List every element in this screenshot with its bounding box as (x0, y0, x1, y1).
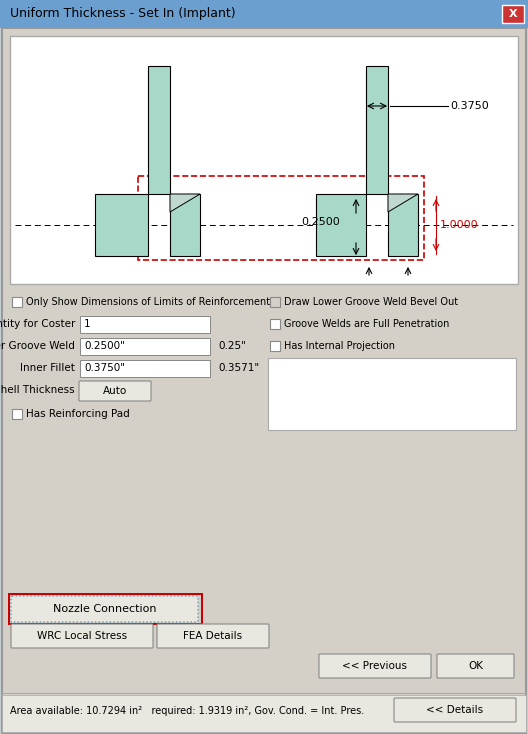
Bar (170, 194, 200, 256)
Bar (148, 66, 170, 194)
Bar (0, 0, 528, 28)
Text: << Previous: << Previous (343, 661, 408, 671)
Text: 0.25": 0.25" (218, 341, 246, 351)
Bar (270, 297, 280, 307)
Text: X: X (508, 9, 517, 19)
Text: << Details: << Details (427, 705, 484, 715)
Bar (316, 194, 366, 256)
Text: Auto: Auto (103, 386, 127, 396)
FancyBboxPatch shape (394, 698, 516, 722)
FancyBboxPatch shape (437, 654, 514, 678)
Text: 0.2500": 0.2500" (84, 341, 125, 351)
Text: WRC Local Stress: WRC Local Stress (37, 631, 127, 641)
Bar (10, 595, 201, 623)
Bar (12, 297, 22, 307)
Bar (270, 341, 280, 351)
Text: Only Show Dimensions of Limits of Reinforcement: Only Show Dimensions of Limits of Reinfo… (26, 297, 270, 307)
Text: Draw Lower Groove Weld Bevel Out: Draw Lower Groove Weld Bevel Out (284, 297, 458, 307)
FancyBboxPatch shape (11, 624, 153, 648)
FancyBboxPatch shape (79, 381, 151, 401)
Text: FEA Details: FEA Details (183, 631, 242, 641)
Text: 0.2500: 0.2500 (301, 217, 341, 227)
Text: 0.3750": 0.3750" (84, 363, 125, 373)
Bar (268, 358, 516, 430)
Text: Nozzle Connection: Nozzle Connection (53, 604, 157, 614)
Text: Inner Fillet: Inner Fillet (20, 363, 75, 373)
Text: Lower Groove Weld: Lower Groove Weld (0, 341, 75, 351)
Bar (10, 36, 518, 284)
Polygon shape (170, 194, 200, 212)
Text: Has Reinforcing Pad: Has Reinforcing Pad (26, 409, 130, 419)
Text: 1: 1 (84, 319, 91, 329)
Bar (95, 194, 148, 256)
Bar (366, 66, 388, 194)
Text: 0.3571": 0.3571" (218, 363, 259, 373)
Text: 0.3750: 0.3750 (450, 101, 489, 111)
Text: Shell Thickness: Shell Thickness (0, 385, 75, 395)
Text: Has Internal Projection: Has Internal Projection (284, 341, 395, 351)
Text: 1.0000: 1.0000 (440, 220, 478, 230)
Bar (2, 695, 526, 732)
Text: OK: OK (468, 661, 484, 671)
Bar (80, 338, 210, 355)
Bar (502, 5, 524, 23)
Bar (270, 319, 280, 329)
Text: Quantity for Coster: Quantity for Coster (0, 319, 75, 329)
FancyBboxPatch shape (11, 596, 198, 622)
Bar (12, 409, 22, 419)
Bar (80, 360, 210, 377)
Bar (8, 593, 203, 625)
FancyBboxPatch shape (319, 654, 431, 678)
Bar (388, 194, 418, 256)
Text: Area available: 10.7294 in²   required: 1.9319 in², Gov. Cond. = Int. Pres.: Area available: 10.7294 in² required: 1.… (10, 706, 364, 716)
Polygon shape (388, 194, 418, 212)
FancyBboxPatch shape (157, 624, 269, 648)
Bar (80, 316, 210, 333)
Text: Uniform Thickness - Set In (Implant): Uniform Thickness - Set In (Implant) (10, 7, 235, 21)
Bar (138, 176, 424, 260)
Text: Groove Welds are Full Penetration: Groove Welds are Full Penetration (284, 319, 449, 329)
